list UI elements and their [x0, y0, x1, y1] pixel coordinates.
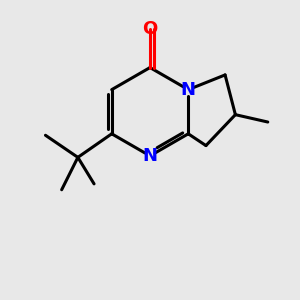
Text: N: N: [181, 81, 196, 99]
Text: N: N: [142, 147, 158, 165]
Text: O: O: [142, 20, 158, 38]
